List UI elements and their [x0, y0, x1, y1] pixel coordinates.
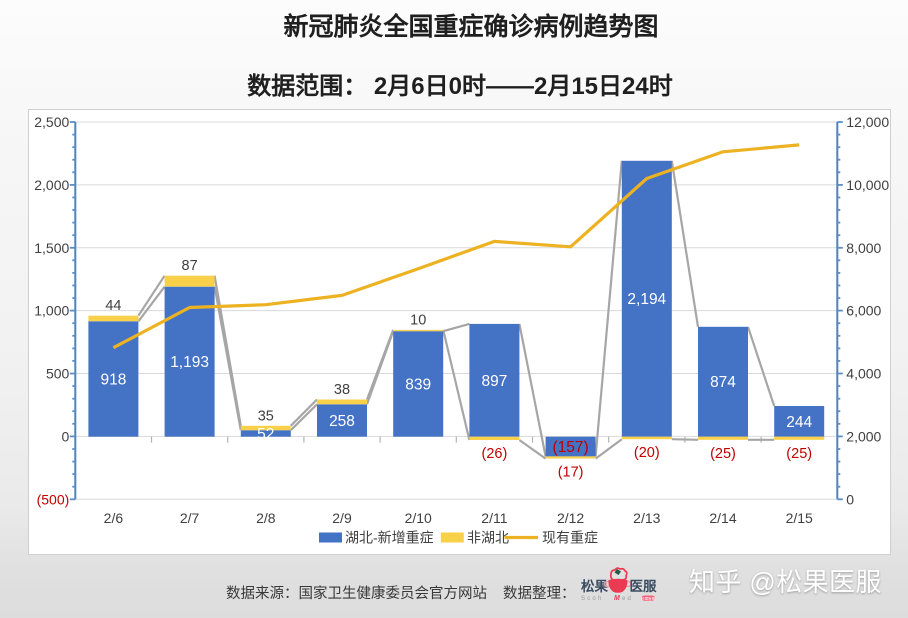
svg-text:松果医服: 松果医服 — [641, 596, 656, 601]
svg-text:松果: 松果 — [581, 578, 609, 594]
svg-text:(26): (26) — [482, 446, 508, 462]
svg-text:258: 258 — [329, 413, 355, 430]
svg-text:1,000: 1,000 — [34, 303, 69, 319]
svg-text:2/15: 2/15 — [786, 510, 813, 526]
svg-text:2/9: 2/9 — [332, 510, 352, 526]
svg-text:0: 0 — [62, 428, 70, 444]
svg-text:10: 10 — [410, 312, 426, 328]
svg-text:44: 44 — [105, 298, 121, 314]
svg-text:(25): (25) — [786, 446, 812, 462]
svg-text:52: 52 — [257, 426, 274, 443]
svg-text:2/13: 2/13 — [633, 510, 660, 526]
svg-text:(500): (500) — [37, 491, 70, 507]
svg-text:Scoh: Scoh — [581, 596, 603, 602]
svg-text:87: 87 — [182, 258, 198, 274]
svg-text:2/6: 2/6 — [104, 510, 124, 526]
svg-text:非湖北: 非湖北 — [467, 530, 509, 546]
svg-text:897: 897 — [481, 373, 507, 390]
svg-text:244: 244 — [786, 414, 812, 431]
svg-text:(17): (17) — [558, 465, 584, 481]
svg-text:2,500: 2,500 — [34, 114, 69, 130]
svg-text:0: 0 — [846, 491, 854, 507]
svg-text:2,000: 2,000 — [34, 177, 69, 193]
svg-text:M: M — [614, 595, 620, 602]
svg-text:现有重症: 现有重症 — [542, 530, 598, 546]
svg-text:1,500: 1,500 — [34, 240, 69, 256]
svg-text:2/11: 2/11 — [481, 510, 507, 526]
svg-text:35: 35 — [258, 408, 274, 424]
svg-text:(20): (20) — [634, 445, 660, 461]
svg-text:2/12: 2/12 — [557, 510, 584, 526]
svg-text:2/10: 2/10 — [405, 510, 432, 526]
svg-text:2/14: 2/14 — [709, 510, 736, 526]
svg-text:(157): (157) — [553, 439, 589, 456]
svg-text:医服: 医服 — [630, 579, 658, 594]
svg-text:874: 874 — [710, 374, 736, 391]
svg-text:湖北-新增重症: 湖北-新增重症 — [345, 530, 434, 546]
svg-text:500: 500 — [46, 366, 70, 382]
svg-text:2,000: 2,000 — [846, 428, 881, 444]
svg-text:6,000: 6,000 — [846, 303, 881, 319]
svg-text:2/7: 2/7 — [180, 510, 200, 526]
svg-text:2,194: 2,194 — [627, 291, 666, 308]
svg-text:12,000: 12,000 — [846, 114, 889, 130]
svg-text:918: 918 — [100, 372, 126, 389]
svg-text:839: 839 — [405, 376, 431, 393]
svg-text:10,000: 10,000 — [846, 177, 889, 193]
svg-text:4,000: 4,000 — [846, 366, 881, 382]
svg-text:8,000: 8,000 — [846, 240, 881, 256]
svg-text:38: 38 — [334, 382, 350, 398]
svg-text:ed: ed — [622, 596, 633, 602]
svg-text:2/8: 2/8 — [256, 510, 276, 526]
svg-text:(25): (25) — [710, 446, 736, 462]
svg-text:1,193: 1,193 — [170, 354, 209, 371]
